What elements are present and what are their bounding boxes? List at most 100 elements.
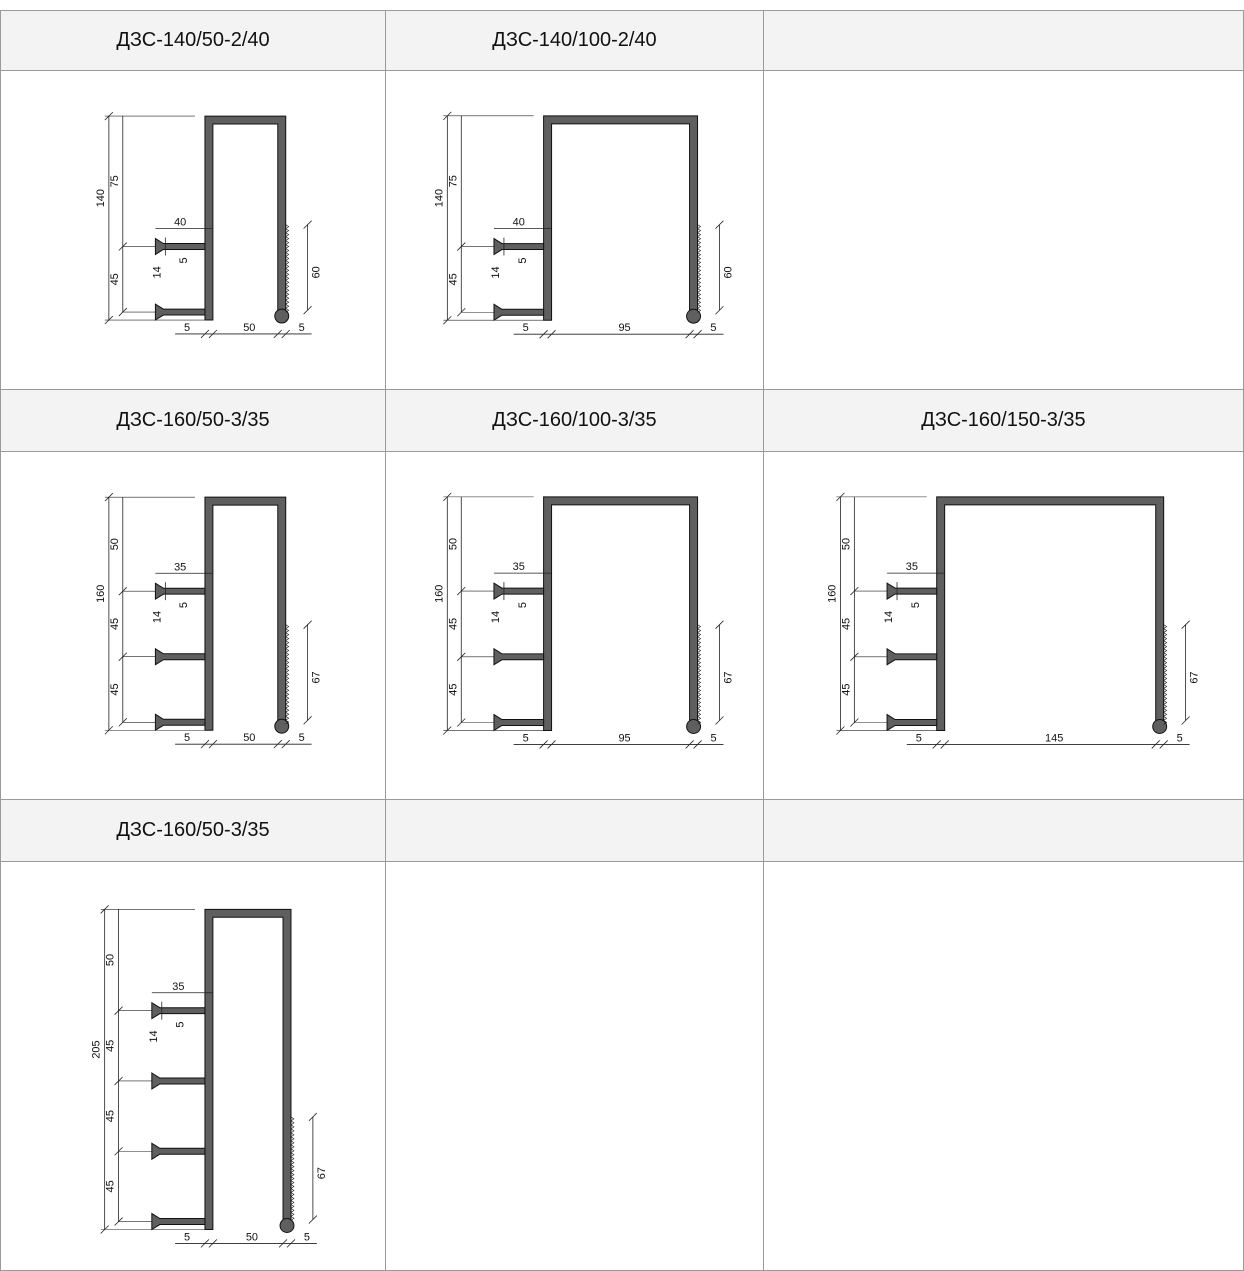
dim-total-label: 160 [433, 585, 445, 603]
anchor-flange [886, 582, 938, 600]
dim-bottom-mid-label: 95 [618, 322, 630, 334]
serration [697, 668, 702, 673]
serration [697, 672, 702, 677]
serration [1163, 696, 1168, 701]
profile-bulb [1152, 719, 1168, 734]
anchor-flange [151, 1142, 206, 1161]
serration [1163, 648, 1168, 653]
serration [1163, 688, 1168, 693]
serration [285, 692, 290, 697]
serration [697, 708, 702, 713]
dim-total-label: 140 [433, 189, 445, 207]
dim-bottom-left-label: 5 [523, 322, 529, 334]
profile-shape [154, 115, 290, 324]
serration [290, 1180, 295, 1185]
serration [697, 664, 702, 669]
serration [285, 292, 290, 297]
serration [697, 680, 702, 685]
serration [697, 240, 702, 245]
serration [1163, 652, 1168, 657]
dim-bottom-mid-label: 145 [1045, 732, 1063, 744]
serration [285, 704, 290, 709]
dim-14-label: 14 [490, 266, 502, 278]
dimension-tick [1151, 740, 1160, 749]
dimension-tick [940, 740, 949, 749]
serration [697, 684, 702, 689]
serration [285, 260, 290, 265]
serration [697, 260, 702, 265]
dim-bottom-right-label: 5 [299, 732, 305, 744]
serration [697, 676, 702, 681]
dim-total-label: 140 [95, 189, 107, 207]
profile-body [204, 115, 287, 321]
profile-bulb [279, 1218, 295, 1233]
profile-drawing-cell: 140 75 45 40 14 5 60 5 95 5 [386, 71, 764, 390]
dim-total-label: 160 [95, 585, 107, 603]
dim-bottom-left-label: 5 [184, 732, 190, 744]
dim-14-label: 14 [151, 611, 163, 623]
dim-top-label: 50 [447, 538, 459, 550]
serration [1163, 704, 1168, 709]
serration [285, 252, 290, 257]
serration [290, 1124, 295, 1130]
serration [1163, 660, 1168, 665]
serration [290, 1204, 295, 1209]
dimension-tick [547, 740, 556, 749]
dim-bottom-mid-label: 95 [618, 732, 630, 744]
dimension-tick [693, 329, 702, 339]
serration [1163, 632, 1168, 637]
serration [1163, 708, 1168, 713]
dim-14-label: 14 [490, 611, 502, 623]
serration [285, 696, 290, 701]
profile-header: ДЗС-160/150-3/35 [764, 390, 1244, 452]
serration [285, 719, 290, 725]
dim-5-label: 5 [178, 602, 190, 608]
serration [285, 228, 290, 233]
dimension-tick [685, 329, 694, 339]
serration [290, 1156, 295, 1161]
serration [697, 308, 702, 313]
serration [697, 688, 702, 693]
dim-top-label: 50 [109, 538, 121, 550]
profile-bulb [686, 719, 702, 734]
dim-14-label: 14 [151, 266, 163, 278]
dim-top-label: 75 [447, 175, 459, 187]
dimension-tick [715, 220, 724, 229]
serration [285, 288, 290, 293]
dim-tooth-label: 40 [513, 217, 525, 229]
anchor-flange [154, 647, 206, 666]
anchor-flange [493, 713, 545, 732]
serration [1163, 672, 1168, 677]
anchor-flange [151, 1001, 206, 1020]
anchor-flange [154, 713, 206, 732]
dim-total-label: 205 [91, 1040, 103, 1058]
dim-tooth-label: 35 [906, 561, 918, 573]
serration [285, 640, 290, 645]
serration [1163, 684, 1168, 689]
serration [285, 672, 290, 677]
serration [1163, 644, 1168, 649]
serration [1163, 692, 1168, 697]
dim-right-label: 67 [1189, 671, 1201, 683]
serration [285, 276, 290, 281]
profile-drawing: 160 50 45 45 35 14 5 67 5 95 5 [433, 492, 734, 749]
dim-gap-label: 45 [447, 273, 459, 285]
serration [285, 240, 290, 245]
dimension-tick [1181, 620, 1190, 629]
serration [1163, 680, 1168, 685]
dim-5-label: 5 [517, 257, 529, 263]
profile-shape [154, 496, 290, 734]
serration [285, 656, 290, 661]
profile-header: ДЗС-160/50-3/35 [0, 800, 386, 862]
dim-gap-label: 45 [447, 684, 459, 696]
dimension-tick [303, 620, 312, 629]
serration [1163, 656, 1168, 661]
serration [290, 1172, 295, 1177]
serration [697, 256, 702, 261]
serration [290, 1216, 295, 1221]
serration [697, 716, 702, 721]
profile-label: ДЗС-160/150-3/35 [921, 409, 1086, 431]
serration [697, 264, 702, 269]
